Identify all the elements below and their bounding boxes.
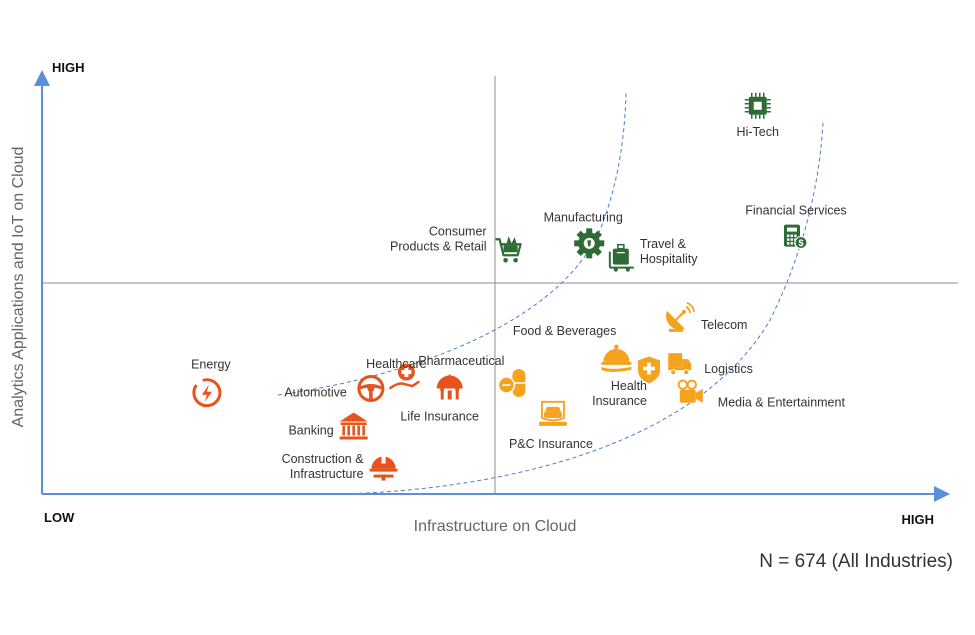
point-label-financial-services: Financial Services — [745, 204, 846, 218]
point-label-travel-and-hospitality: Travel & — [640, 237, 687, 251]
calculator-icon: $ — [783, 224, 808, 250]
point-label-health-insurance: Health — [611, 379, 647, 393]
umbrella-icon — [436, 374, 463, 400]
point-label-hi-tech: Hi-Tech — [737, 125, 779, 139]
industry-points: Hi-Tech $ Financial Services Manufacturing T… — [191, 92, 847, 481]
point-label-telecom: Telecom — [701, 318, 748, 332]
point-travel-and-hospitality: Travel &Hospitality — [608, 237, 698, 272]
point-media-and-entertainment: Media & Entertainment — [677, 379, 846, 410]
svg-text:$: $ — [798, 238, 803, 248]
point-label-logistics: Logistics — [704, 362, 753, 376]
point-label-health-insurance: Insurance — [592, 394, 647, 408]
x-axis-title: Infrastructure on Cloud — [414, 518, 577, 535]
truck-icon — [668, 353, 692, 376]
x-high-label: HIGH — [902, 512, 935, 527]
point-label-consumer-products-and-retail: Consumer — [429, 225, 487, 239]
point-automotive: Automotive — [284, 375, 385, 402]
adoption-curve-outer — [344, 121, 824, 495]
steering-wheel-icon — [357, 375, 385, 402]
point-label-healthcare: Healthcare — [366, 357, 426, 371]
gear-icon — [574, 228, 605, 259]
point-banking: Banking — [288, 412, 368, 440]
point-construction-and-infrastructure: Construction &Infrastructure — [282, 452, 398, 481]
cloche-icon — [601, 344, 632, 372]
hardhat-icon — [369, 455, 398, 481]
point-label-media-and-entertainment: Media & Entertainment — [718, 396, 846, 410]
point-telecom: Telecom — [666, 302, 748, 332]
y-high-label: HIGH — [52, 60, 85, 75]
point-food-and-beverages: Food & Beverages — [513, 324, 632, 372]
shield-plus-icon — [638, 356, 661, 384]
point-label-life-insurance: Life Insurance — [400, 410, 479, 424]
hand-plus-icon — [389, 363, 420, 390]
point-label-pandc-insurance: P&C Insurance — [509, 437, 593, 451]
point-life-insurance: Life Insurance — [400, 374, 479, 424]
satellite-dish-icon — [666, 302, 695, 332]
y-axis-title: Analytics Applications and IoT on Cloud — [10, 147, 27, 428]
lightning-icon — [192, 378, 222, 408]
point-label-construction-and-infrastructure: Infrastructure — [290, 467, 364, 481]
point-healthcare: Healthcare — [366, 357, 427, 390]
bank-icon — [339, 412, 368, 440]
point-financial-services: $ Financial Services — [745, 204, 847, 250]
point-manufacturing: Manufacturing — [544, 210, 623, 259]
point-label-manufacturing: Manufacturing — [544, 210, 623, 224]
chip-icon — [744, 92, 771, 119]
point-label-food-and-beverages: Food & Beverages — [513, 324, 617, 338]
point-hi-tech: Hi-Tech — [737, 92, 779, 139]
point-label-banking: Banking — [288, 423, 333, 437]
point-label-energy: Energy — [191, 358, 231, 372]
point-label-construction-and-infrastructure: Construction & — [282, 452, 365, 466]
car-icon — [538, 400, 567, 426]
point-logistics: Logistics — [668, 353, 753, 376]
cart-icon — [495, 236, 522, 263]
point-label-pharmaceutical: Pharmaceutical — [418, 354, 504, 368]
point-pandc-insurance: P&C Insurance — [509, 400, 593, 451]
point-label-consumer-products-and-retail: Products & Retail — [390, 240, 487, 254]
point-label-travel-and-hospitality: Hospitality — [640, 252, 698, 266]
sample-size-note: N = 674 (All Industries) — [759, 551, 953, 572]
adoption-curve-inner — [277, 92, 627, 396]
point-pharmaceutical: Pharmaceutical — [418, 354, 526, 398]
pill-icon — [497, 369, 526, 398]
luggage-icon — [608, 243, 634, 272]
point-energy: Energy — [191, 358, 231, 408]
x-low-label: LOW — [44, 510, 75, 525]
camera-icon — [677, 379, 703, 403]
point-label-automotive: Automotive — [284, 386, 347, 400]
